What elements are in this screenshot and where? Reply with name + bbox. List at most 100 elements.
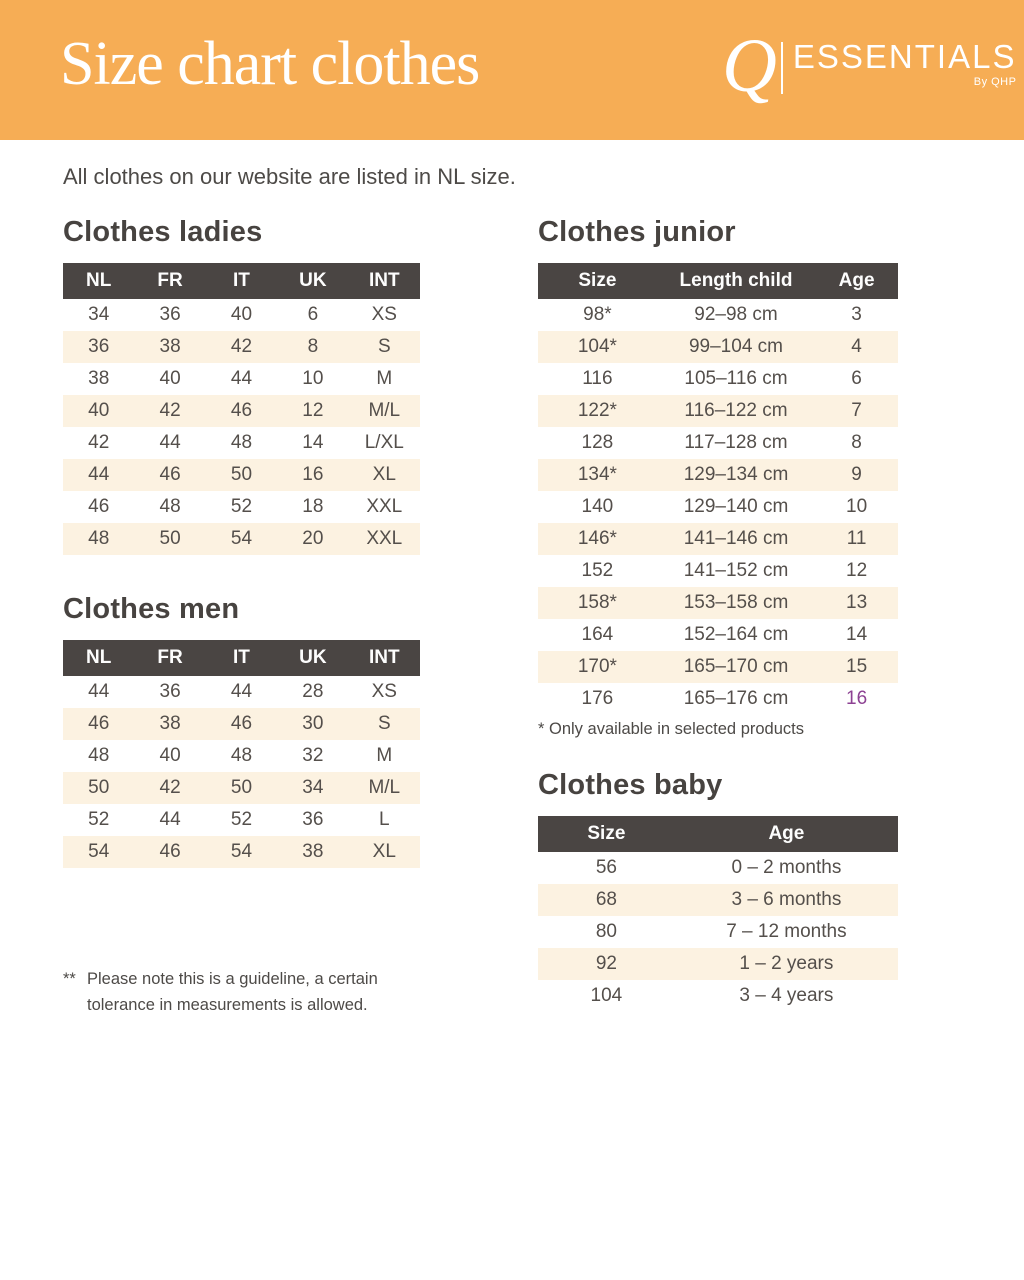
- column-header: FR: [134, 263, 206, 299]
- table-row: 68 3 – 6 months: [538, 884, 898, 916]
- table-cell: 165–170 cm: [656, 651, 816, 683]
- table-cell: 44: [88, 681, 110, 702]
- footnote-line-2: tolerance in measurements is allowed.: [87, 996, 368, 1014]
- table-cell: 38: [134, 708, 206, 740]
- table-cell: 105–116 cm: [684, 368, 788, 389]
- table-cell: XL: [348, 836, 420, 868]
- table-row: 42 44 48 14 L/XL: [63, 427, 420, 459]
- table-cell: 3 – 4 years: [739, 985, 834, 1006]
- table-cell: 44: [159, 809, 181, 830]
- table-row: 98* 92–98 cm 3: [538, 299, 898, 331]
- table-row: 48 50 54 20 XXL: [63, 523, 420, 555]
- table-cell: 44: [63, 459, 135, 491]
- table-cell: 50: [63, 772, 135, 804]
- table-cell: 36: [63, 331, 135, 363]
- men-section-heading: Clothes men: [63, 593, 240, 625]
- table-cell: 34: [88, 304, 110, 325]
- table-cell: 92–98 cm: [694, 304, 778, 325]
- table-cell: 44: [230, 368, 253, 389]
- table-cell: M/L: [348, 395, 420, 427]
- column-header: IT: [205, 263, 278, 299]
- junior-section-heading: Clothes junior: [538, 216, 736, 248]
- column-header: Age: [674, 816, 898, 852]
- table-cell: 134*: [538, 459, 657, 491]
- table-cell: 140: [581, 496, 614, 517]
- table-cell: 42: [205, 331, 278, 363]
- table-cell: 152: [581, 560, 614, 581]
- header-row: NL FR IT UK INT: [63, 640, 420, 676]
- table-row: 46 38 46 30 S: [63, 708, 420, 740]
- table-cell: 12: [846, 560, 868, 581]
- column-header: Size: [538, 263, 657, 299]
- table-cell: 98*: [583, 304, 612, 325]
- table-cell: 10: [846, 496, 868, 517]
- table-row: 48 40 48 32 M: [63, 740, 420, 772]
- table-cell: 38: [88, 368, 110, 389]
- table-cell: 116: [582, 368, 613, 389]
- table-cell: 44: [230, 681, 253, 702]
- table-cell: 48: [88, 745, 110, 766]
- table-cell: 12: [277, 395, 349, 427]
- header-row: Size Age: [538, 816, 898, 852]
- table-row: 116 105–116 cm 6: [538, 363, 898, 395]
- table-cell: 117–128 cm: [684, 432, 788, 453]
- table-cell: 0 – 2 months: [731, 857, 842, 878]
- table-cell: M: [376, 745, 393, 766]
- table-cell: 52: [230, 496, 253, 517]
- table-cell: 14: [302, 432, 324, 453]
- table-cell: 48: [63, 523, 135, 555]
- table-cell: 46: [88, 496, 110, 517]
- table-cell: L: [378, 809, 390, 830]
- table-cell: 8: [851, 432, 862, 453]
- table-cell: 48: [159, 496, 181, 517]
- table-cell: 46: [134, 459, 206, 491]
- column-header: INT: [348, 640, 420, 676]
- table-cell: 152–164 cm: [683, 624, 789, 645]
- logo-q-letter: Q: [722, 24, 777, 108]
- table-cell: 56: [595, 857, 617, 878]
- table-cell: 54: [205, 523, 278, 555]
- table-cell: 170*: [538, 651, 657, 683]
- table-row: 38 40 44 10 M: [63, 363, 420, 395]
- table-row: 104 3 – 4 years: [538, 980, 898, 1012]
- table-cell: 52: [88, 809, 110, 830]
- table-cell: 80: [595, 921, 617, 942]
- table-row: 122* 116–122 cm 7: [538, 395, 898, 427]
- table-cell: 164: [581, 624, 614, 645]
- column-header: FR: [134, 640, 206, 676]
- table-cell: 54: [205, 836, 278, 868]
- table-row: 176 165–176 cm 16: [538, 683, 898, 715]
- table-cell: 104: [590, 985, 623, 1006]
- table-cell: 38: [277, 836, 349, 868]
- table-cell: 36: [159, 681, 181, 702]
- column-header: NL: [63, 640, 135, 676]
- table-cell: 40: [63, 395, 135, 427]
- table-row: 164 152–164 cm 14: [538, 619, 898, 651]
- ladies-size-table: NL FR IT UK INT 34 36 40 6 XS 36 38 42 8 S 38 40 44 10 M 40 4…: [63, 263, 420, 555]
- table-cell: 104*: [538, 331, 657, 363]
- logo-wordmark: ESSENTIALS By QHP: [793, 39, 1017, 87]
- footnote-line-1: Please note this is a guideline, a certa…: [87, 970, 378, 988]
- header-banner: Size chart clothes Q ESSENTIALS By QHP: [0, 0, 1024, 140]
- table-cell: 128: [581, 432, 614, 453]
- table-row: 50 42 50 34 M/L: [63, 772, 420, 804]
- table-row: 36 38 42 8 S: [63, 331, 420, 363]
- table-cell: XXL: [366, 496, 403, 517]
- table-cell: 36: [159, 304, 181, 325]
- footnote-marker: **: [63, 970, 76, 988]
- column-header: Size: [538, 816, 675, 852]
- table-cell: 165–176 cm: [683, 688, 789, 709]
- table-cell: 68: [538, 884, 675, 916]
- table-cell: 99–104 cm: [656, 331, 816, 363]
- logo-divider: [780, 42, 783, 94]
- table-cell: 42: [134, 772, 206, 804]
- table-row: 40 42 46 12 M/L: [63, 395, 420, 427]
- table-cell: 8: [277, 331, 349, 363]
- table-cell: 10: [302, 368, 324, 389]
- column-header: IT: [205, 640, 278, 676]
- table-cell: 28: [302, 681, 324, 702]
- junior-footnote: * Only available in selected products: [538, 720, 804, 738]
- table-cell: XXL: [348, 523, 420, 555]
- column-header: Age: [815, 263, 898, 299]
- tolerance-footnote: ** Please note this is a guideline, a ce…: [63, 966, 378, 1018]
